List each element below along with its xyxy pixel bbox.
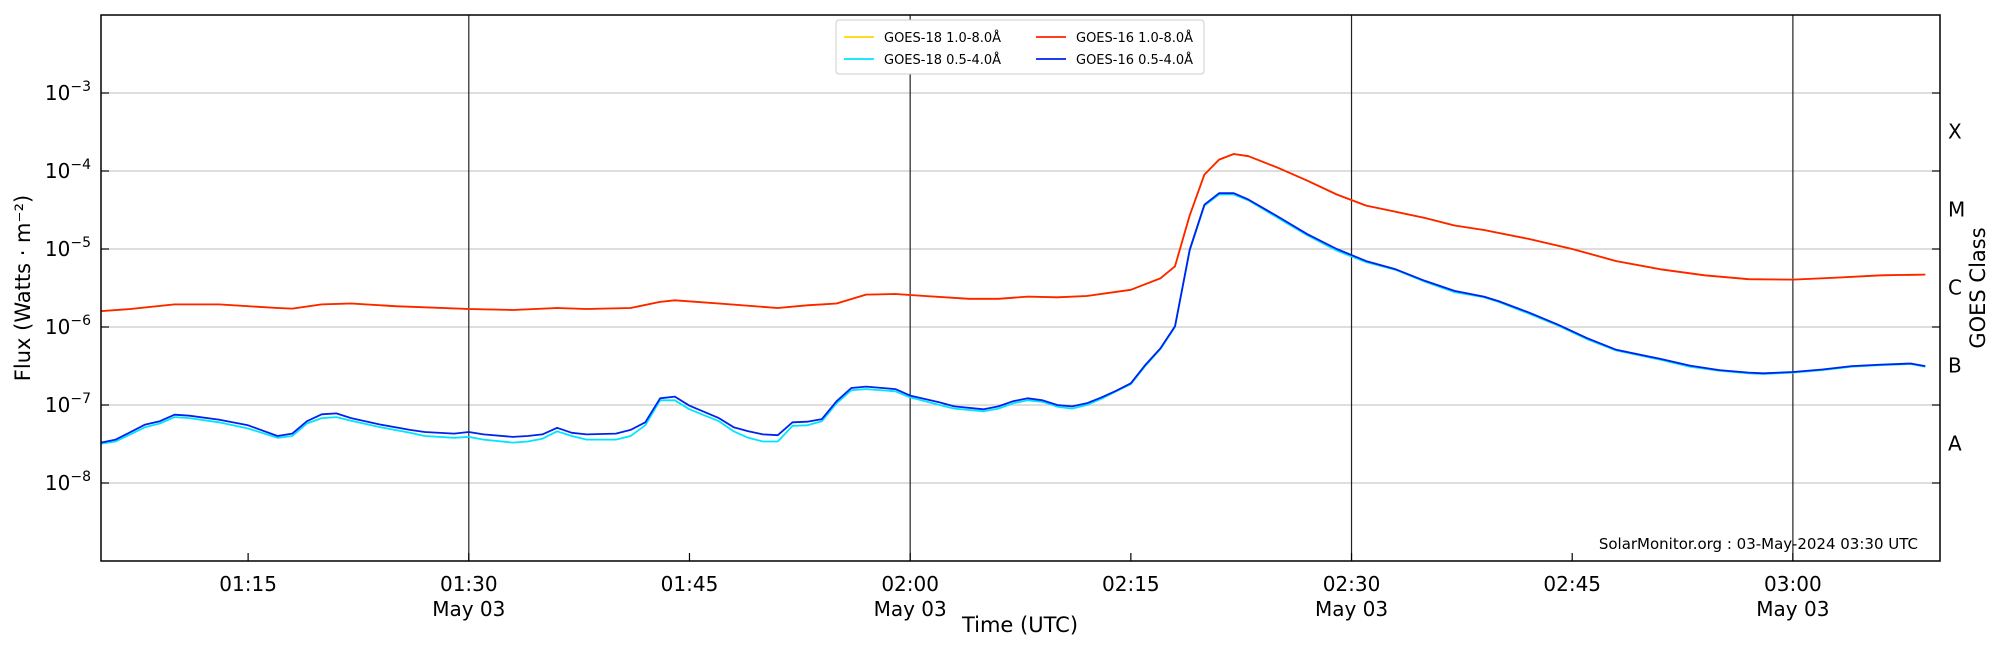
y-tick-label: 10−4 (45, 157, 91, 183)
goes-class-label: X (1948, 120, 1962, 144)
series-line-3 (100, 192, 1926, 444)
x-tick-date-label: May 03 (1756, 597, 1829, 621)
x-tick-label: 01:45 (661, 572, 719, 596)
x-tick-label: 01:30 (440, 572, 498, 596)
legend-box (835, 19, 1205, 75)
x-tick-label: 02:15 (1102, 572, 1160, 596)
x-tick-label: 02:30 (1323, 572, 1381, 596)
goes-class-label: C (1948, 276, 1962, 300)
x-tick-date-label: May 03 (432, 597, 505, 621)
legend: GOES-18 1.0-8.0Å GOES-18 0.5-4.0Å GOES-16 … (835, 19, 1205, 75)
credit-text: SolarMonitor.org : 03-May-2024 03:30 UTC (1599, 535, 1918, 553)
grid-layer (101, 92, 1940, 484)
goes-class-label: B (1948, 354, 1962, 378)
y-axis-label: Flux (Watts · m⁻²) (11, 195, 35, 381)
series-line-1 (100, 153, 1926, 312)
goes-class-axis-label: GOES Class (1966, 227, 1990, 348)
plot-frame (100, 14, 1941, 562)
y-tick-label: 10−5 (45, 235, 91, 261)
x-tick-label: 02:45 (1543, 572, 1601, 596)
legend-label: GOES-16 0.5-4.0Å (1076, 52, 1193, 68)
legend-label: GOES-18 1.0-8.0Å (884, 30, 1001, 46)
goes-class-label: M (1948, 198, 1965, 222)
goes-class-label: A (1948, 432, 1962, 456)
y-tick-label: 10−7 (45, 391, 91, 417)
y-tick-label: 10−6 (45, 313, 91, 339)
x-tick-date-label: May 03 (1315, 597, 1388, 621)
legend-label: GOES-18 0.5-4.0Å (884, 52, 1001, 68)
y-tick-label: 10−3 (45, 79, 91, 105)
plot-background (101, 15, 1940, 561)
series-layer (100, 153, 1926, 445)
x-tick-label: 03:00 (1764, 572, 1822, 596)
x-tick-label: 02:00 (881, 572, 939, 596)
x-tick-date-label: May 03 (874, 597, 947, 621)
x-tick-label: 01:15 (219, 572, 277, 596)
legend-label: GOES-16 1.0-8.0Å (1076, 30, 1193, 46)
x-axis-label: Time (UTC) (961, 613, 1078, 637)
vline-layer (468, 15, 1794, 561)
y-tick-label: 10−8 (45, 469, 91, 495)
